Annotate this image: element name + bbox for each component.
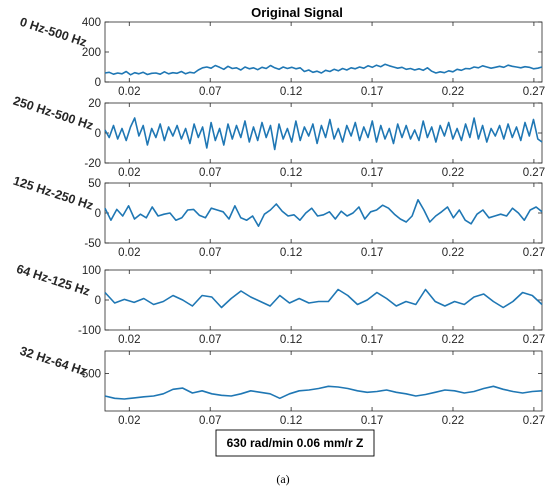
x-tick-label: 0.22 [442, 167, 464, 179]
y-tick-label: -100 [78, 325, 101, 337]
x-tick-label: 0.17 [361, 334, 383, 346]
x-tick-label: 0.12 [280, 334, 302, 346]
x-tick-label: 0.22 [442, 334, 464, 346]
y-tick-label: 200 [82, 47, 101, 59]
panel-frame [104, 350, 543, 412]
y-tick-label: 0 [95, 208, 101, 220]
signal-line [104, 117, 543, 151]
signal-line [104, 385, 543, 400]
x-tick-label: 0.07 [199, 334, 221, 346]
y-tick-label: 400 [82, 17, 101, 29]
x-tick-label: 0.12 [280, 415, 302, 427]
x-tick-label: 0.12 [280, 86, 302, 98]
y-tick-label: -50 [84, 238, 101, 250]
annotation-text: 630 rad/min 0.06 mm/r Z [227, 436, 364, 450]
x-tick-label: 0.17 [361, 167, 383, 179]
y-axis-label: 125 Hz-250 Hz [11, 174, 95, 213]
y-tick-label: 0 [95, 77, 101, 89]
x-tick-label: 0.07 [199, 86, 221, 98]
y-tick-label: 50 [88, 178, 101, 190]
x-tick-label: 0.02 [118, 247, 140, 259]
signal-line [104, 199, 543, 227]
y-axis-label: 250 Hz-500 Hz [11, 94, 95, 133]
signal-line [104, 63, 543, 76]
annotation-box: 630 rad/min 0.06 mm/r Z [215, 429, 375, 457]
x-tick-label: 0.27 [523, 415, 545, 427]
signal-line [104, 288, 543, 309]
x-tick-label: 0.22 [442, 415, 464, 427]
x-tick-label: 0.27 [523, 247, 545, 259]
annotation-frame [215, 429, 375, 457]
y-tick-label: 0 [95, 128, 101, 140]
x-tick-label: 0.07 [199, 247, 221, 259]
y-tick-label: 100 [82, 265, 101, 277]
x-tick-label: 0.17 [361, 247, 383, 259]
x-tick-label: 0.07 [199, 167, 221, 179]
x-tick-label: 0.17 [361, 415, 383, 427]
chart-title: Original Signal [251, 5, 343, 20]
y-axis-label: 32 Hz-64 Hz [18, 344, 88, 379]
x-tick-label: 0.02 [118, 415, 140, 427]
x-tick-label: 0.12 [280, 247, 302, 259]
y-tick-label: 0 [95, 295, 101, 307]
y-tick-label: 20 [88, 98, 101, 110]
x-tick-label: 0.27 [523, 334, 545, 346]
x-tick-label: 0.02 [118, 86, 140, 98]
x-tick-label: 0.17 [361, 86, 383, 98]
y-tick-label: 500 [82, 369, 101, 381]
figure-caption: (a) [276, 472, 289, 486]
y-axis-label: 64 Hz-125 Hz [15, 262, 92, 299]
panel-frame [104, 182, 543, 244]
x-tick-label: 0.12 [280, 167, 302, 179]
x-tick-label: 0.22 [442, 247, 464, 259]
x-tick-label: 0.07 [199, 415, 221, 427]
x-tick-label: 0.02 [118, 167, 140, 179]
x-tick-label: 0.22 [442, 86, 464, 98]
panel-frame [104, 269, 543, 331]
x-tick-label: 0.27 [523, 167, 545, 179]
x-tick-label: 0.02 [118, 334, 140, 346]
y-tick-label: -20 [84, 158, 101, 170]
x-tick-label: 0.27 [523, 86, 545, 98]
y-axis-label: 0 Hz-500 Hz [18, 15, 88, 50]
